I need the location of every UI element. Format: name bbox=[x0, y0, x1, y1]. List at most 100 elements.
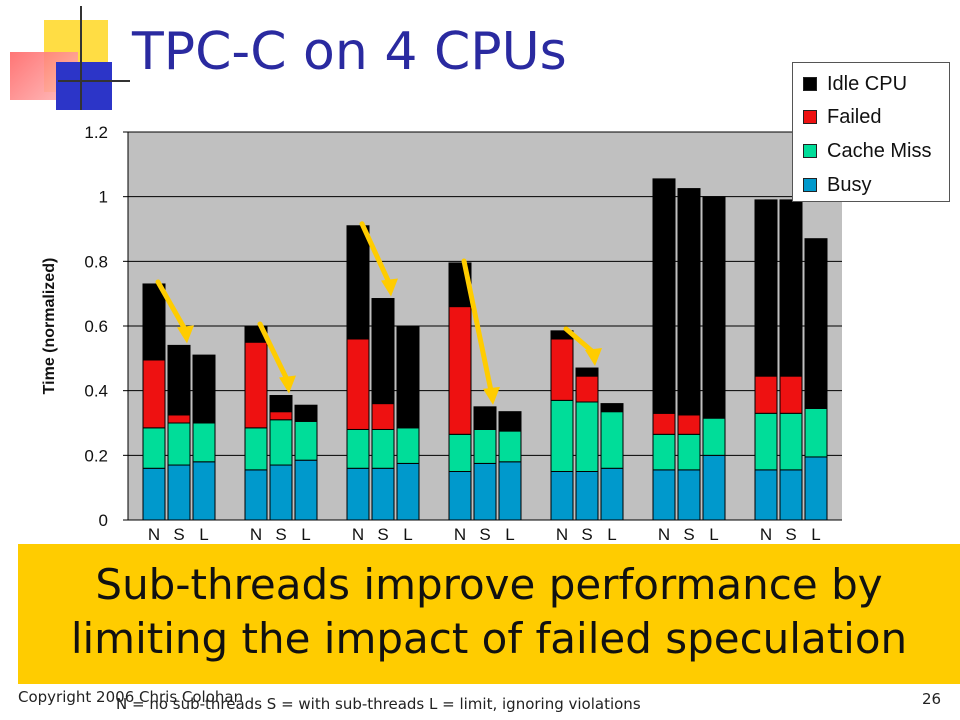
bar-segment-cache-miss bbox=[346, 428, 370, 469]
decor-blue-square bbox=[56, 62, 112, 110]
bar-segment-busy bbox=[754, 469, 778, 521]
bar-segment-cache-miss bbox=[142, 427, 166, 469]
legend-swatch-failed bbox=[803, 110, 817, 124]
bar-segment-cache-miss bbox=[702, 417, 726, 456]
x-bar-label: N bbox=[352, 525, 364, 544]
bar-segment-cache-miss bbox=[804, 407, 828, 458]
y-tick-label: 1.2 bbox=[84, 123, 108, 142]
bar-segment-busy bbox=[575, 471, 599, 521]
conclusion-text: Sub-threads improve performance by limit… bbox=[70, 560, 908, 663]
y-tick-label: 0 bbox=[99, 511, 108, 530]
bar-segment-cache-miss bbox=[244, 427, 268, 471]
decrease-arrow-head bbox=[585, 348, 602, 367]
legend-label-failed: Failed bbox=[827, 106, 882, 128]
decrease-arrow-head bbox=[279, 375, 296, 394]
bar-segment-busy bbox=[167, 464, 191, 521]
bar-segment-busy bbox=[498, 461, 522, 521]
bar-segment-idle bbox=[677, 188, 701, 416]
bar-segment-idle bbox=[652, 178, 676, 414]
bar-segment-busy bbox=[371, 467, 395, 521]
bar-segment-busy bbox=[473, 462, 497, 521]
legend-label-idle: Idle CPU bbox=[827, 73, 908, 95]
decrease-arrow bbox=[461, 258, 494, 394]
decor-vertical-line bbox=[80, 6, 82, 110]
bar-segment-cache-miss bbox=[550, 399, 574, 472]
bar-segment-busy bbox=[269, 464, 293, 521]
decrease-arrow-head bbox=[381, 278, 398, 297]
bar-segment-failed bbox=[754, 375, 778, 414]
bar-segment-cache-miss bbox=[600, 411, 624, 469]
bar-segment-cache-miss bbox=[448, 433, 472, 473]
x-bar-label: S bbox=[479, 525, 490, 544]
bar-segment-failed bbox=[652, 412, 676, 435]
bar-segment-busy bbox=[804, 456, 828, 521]
bar-segment-busy bbox=[600, 467, 624, 521]
legend-item-idle: Idle CPU bbox=[803, 73, 907, 99]
legend-item-failed: Failed bbox=[803, 106, 881, 132]
bar-segment-idle bbox=[346, 225, 370, 340]
y-axis-label: Time (normalized) bbox=[41, 258, 58, 395]
x-bar-label: S bbox=[275, 525, 286, 544]
bar-segment-busy bbox=[550, 471, 574, 521]
bar-segment-failed bbox=[142, 359, 166, 429]
bar-segment-failed bbox=[677, 414, 701, 435]
footer-copyright: Copyright 2006 Chris Colohan bbox=[18, 688, 244, 706]
x-bar-label: S bbox=[785, 525, 796, 544]
chart-legend: Idle CPU Failed Cache Miss Busy bbox=[792, 62, 950, 202]
decrease-arrow bbox=[359, 221, 392, 286]
y-tick-label: 0.4 bbox=[84, 382, 108, 401]
bar-segment-idle bbox=[804, 238, 828, 409]
legend-swatch-cache-miss bbox=[803, 144, 817, 158]
x-bar-label: L bbox=[709, 525, 718, 544]
bar-segment-busy bbox=[448, 471, 472, 521]
bar-segment-busy bbox=[677, 469, 701, 521]
x-bar-label: S bbox=[173, 525, 184, 544]
legend-label-cache-miss: Cache Miss bbox=[827, 140, 932, 162]
bar-segment-idle bbox=[294, 404, 318, 422]
bar-segment-idle bbox=[779, 199, 803, 377]
y-tick-label: 0.6 bbox=[84, 317, 108, 336]
bar-segment-idle bbox=[192, 354, 216, 424]
bar-segment-idle bbox=[498, 411, 522, 432]
x-bar-label: N bbox=[760, 525, 772, 544]
x-bar-label: L bbox=[811, 525, 820, 544]
slide-title: TPC-C on 4 CPUs bbox=[132, 22, 567, 82]
y-tick-label: 1 bbox=[99, 188, 108, 207]
bar-segment-failed bbox=[244, 341, 268, 429]
x-bar-label: L bbox=[505, 525, 514, 544]
x-bar-label: L bbox=[301, 525, 310, 544]
bar-segment-idle bbox=[167, 344, 191, 416]
bar-segment-failed bbox=[448, 306, 472, 435]
x-bar-label: N bbox=[454, 525, 466, 544]
x-bar-label: S bbox=[581, 525, 592, 544]
x-bar-label: N bbox=[556, 525, 568, 544]
bar-segment-cache-miss bbox=[652, 433, 676, 471]
bar-segment-busy bbox=[192, 461, 216, 521]
bar-segment-busy bbox=[142, 467, 166, 521]
bar-segment-cache-miss bbox=[167, 422, 191, 466]
decrease-arrow bbox=[155, 279, 188, 332]
bar-segment-idle bbox=[269, 395, 293, 413]
bar-segment-cache-miss bbox=[294, 420, 318, 461]
y-tick-label: 0.2 bbox=[84, 446, 108, 465]
conclusion-banner: Sub-threads improve performance by limit… bbox=[18, 544, 960, 684]
bar-segment-idle bbox=[473, 406, 497, 430]
bar-segment-idle bbox=[142, 283, 166, 361]
bar-segment-idle bbox=[371, 298, 395, 405]
bar-segment-busy bbox=[294, 459, 318, 521]
bar-segment-busy bbox=[702, 454, 726, 521]
bar-segment-busy bbox=[779, 469, 803, 521]
bar-segment-failed bbox=[371, 403, 395, 430]
footer-legend-note: N = no sub-threads S = with sub-threads … bbox=[116, 695, 641, 713]
bar-segment-cache-miss bbox=[677, 433, 701, 471]
bar-segment-failed bbox=[269, 411, 293, 421]
bar-segment-cache-miss bbox=[192, 422, 216, 463]
bar-segment-idle bbox=[575, 367, 599, 377]
bar-segment-failed bbox=[167, 414, 191, 424]
decrease-arrow-head bbox=[483, 386, 500, 405]
x-bar-label: L bbox=[607, 525, 616, 544]
x-bar-label: L bbox=[199, 525, 208, 544]
legend-item-cache-miss: Cache Miss bbox=[803, 140, 931, 166]
y-tick-label: 0.8 bbox=[84, 252, 108, 271]
